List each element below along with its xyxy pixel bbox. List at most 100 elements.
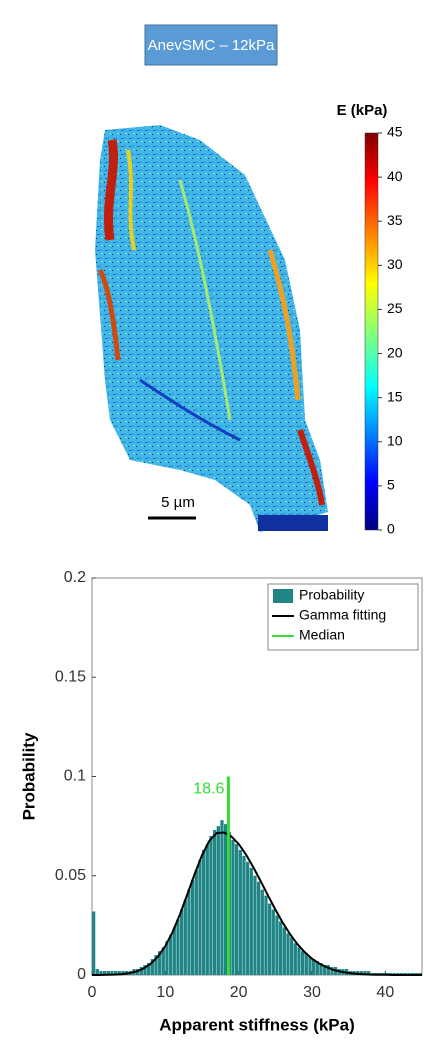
fit-curve (92, 831, 422, 976)
bar (224, 824, 228, 975)
colorbar-tick-label: 45 (387, 124, 403, 140)
colorbar-tick-label: 15 (387, 388, 403, 404)
bar (92, 911, 96, 975)
bar (315, 961, 319, 975)
bar (264, 895, 268, 975)
bar (271, 909, 275, 975)
bar (275, 915, 279, 975)
bar (304, 953, 308, 975)
bar (279, 921, 283, 975)
colorbar-tick-label: 40 (387, 168, 403, 184)
bar (216, 826, 220, 975)
x-tick-label: 0 (88, 984, 97, 1001)
bar (99, 971, 103, 975)
bar (253, 875, 257, 975)
colorbar-tick-label: 0 (387, 521, 395, 537)
bar (154, 955, 158, 975)
bar (242, 855, 246, 975)
x-tick-label: 10 (156, 984, 174, 1001)
bar (165, 941, 169, 975)
bar (205, 843, 209, 975)
bar (330, 967, 334, 975)
y-tick-label: 0.15 (55, 668, 86, 685)
bar (308, 957, 312, 975)
bar (235, 843, 239, 975)
bar (172, 927, 176, 975)
bar (139, 967, 143, 975)
bar (257, 881, 261, 975)
bar (301, 951, 305, 975)
bar (161, 947, 165, 975)
colorbar-tick-label: 5 (387, 477, 395, 493)
bar (213, 830, 217, 975)
bar (249, 867, 253, 975)
bar (143, 965, 147, 975)
stiffness-map (95, 125, 328, 532)
y-tick-label: 0.2 (64, 569, 86, 586)
bar (187, 889, 191, 975)
bar (246, 861, 250, 975)
legend-label: Median (299, 627, 345, 643)
bar (117, 971, 121, 975)
bar (268, 903, 272, 975)
bar (114, 971, 118, 975)
bar (297, 947, 301, 975)
colorbar-ticks: 0 5 10 15 20 25 30 35 40 45 (378, 124, 403, 537)
bar (290, 937, 294, 975)
legend-label: Probability (299, 587, 364, 603)
bar (312, 959, 316, 975)
colorbar-tick-label: 20 (387, 344, 403, 360)
bar (286, 933, 290, 975)
bar (220, 820, 224, 975)
bar (180, 909, 184, 975)
colorbar-tick-label: 35 (387, 212, 403, 228)
bar (106, 971, 110, 975)
y-axis-label: Probability (19, 732, 38, 820)
x-tick-label: 40 (376, 984, 394, 1001)
bar (319, 963, 323, 975)
y-tick-label: 0.1 (64, 768, 86, 785)
histogram: 0 0.05 0.1 0.15 0.2 0 10 20 30 40 Apparent stiffne… (19, 569, 423, 1034)
y-tick-label: 0 (77, 966, 86, 983)
bar (238, 849, 242, 975)
bar (209, 836, 213, 975)
bar (363, 971, 367, 975)
bar (198, 859, 202, 975)
y-tick-label: 0.05 (55, 867, 86, 884)
colorbar-title: E (kPa) (337, 102, 388, 119)
scale-bar-label: 5 µm (161, 494, 195, 511)
bar (282, 927, 286, 975)
title-box (144, 24, 278, 66)
bar (158, 951, 162, 975)
bar (183, 899, 187, 975)
colorbar (364, 132, 379, 531)
bar (202, 849, 206, 975)
bar (326, 965, 330, 975)
bar (367, 971, 371, 975)
colorbar-tick-label: 10 (387, 432, 403, 448)
legend-label: Gamma fitting (299, 607, 386, 623)
colorbar-tick-label: 30 (387, 256, 403, 272)
x-tick-label: 30 (303, 984, 321, 1001)
bar (260, 889, 264, 975)
bar (231, 840, 235, 975)
x-axis-label: Apparent stiffness (kPa) (159, 1015, 355, 1034)
bar (147, 963, 151, 975)
bar (103, 971, 107, 975)
bar (323, 965, 327, 975)
bar (359, 971, 363, 975)
bar (176, 919, 180, 975)
bar (169, 935, 173, 975)
colorbar-tick-label: 25 (387, 300, 403, 316)
x-tick-label: 20 (230, 984, 248, 1001)
bar (110, 971, 114, 975)
bar (150, 959, 154, 975)
bar (293, 943, 297, 975)
median-label: 18.6 (193, 781, 224, 798)
bar (95, 969, 99, 975)
bar (191, 879, 195, 975)
legend-swatch (273, 589, 293, 603)
bar (194, 869, 198, 975)
title: AnevSMC – 12kPa (148, 37, 275, 54)
